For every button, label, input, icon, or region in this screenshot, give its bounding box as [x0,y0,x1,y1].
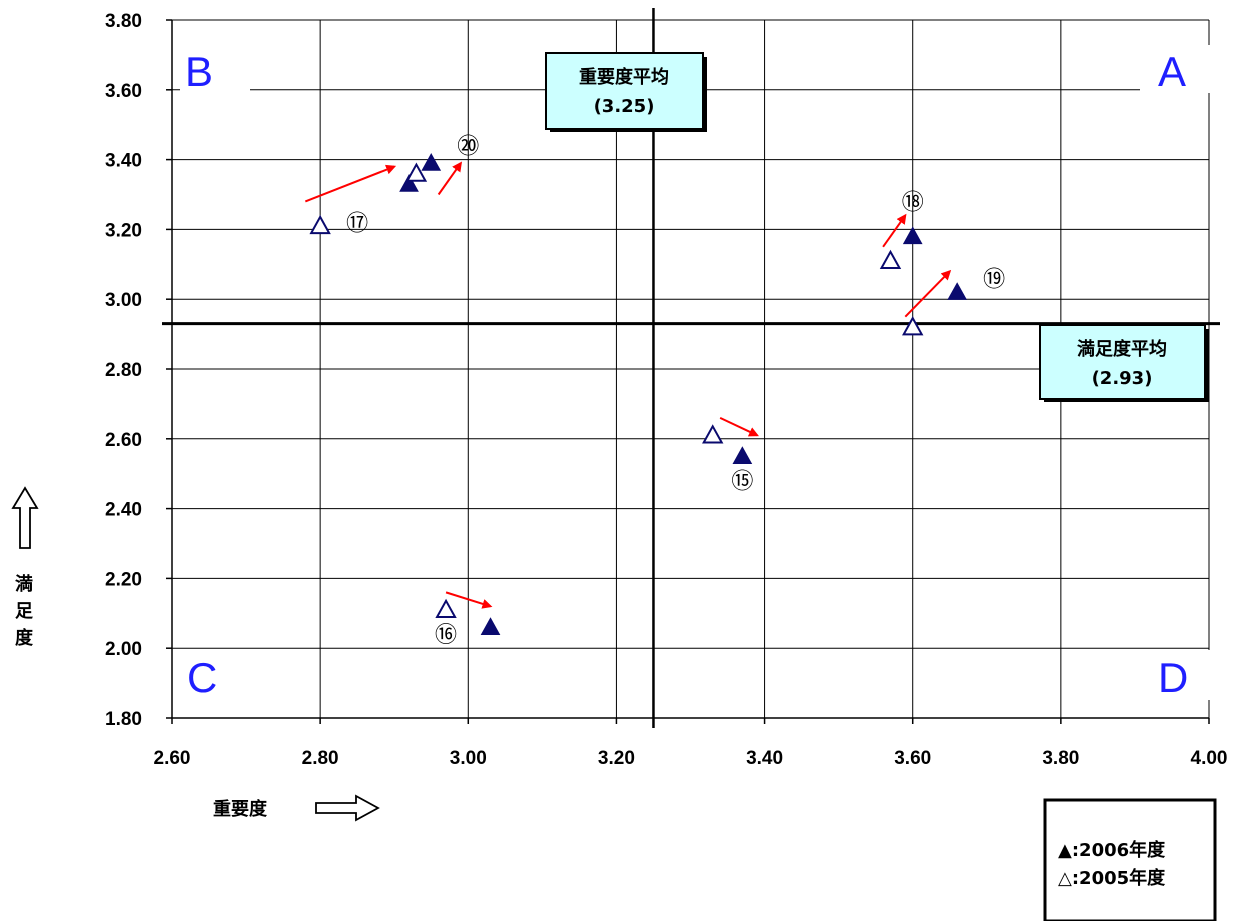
change-arrow [445,591,493,609]
importance-average-label: 重要度平均 [579,66,669,88]
y-axis-label-char-1: 満 [15,573,33,595]
legend-item-2006: ▲:2006年度 [1058,839,1166,861]
y-tick-label: 3.00 [105,290,142,311]
y-tick-label: 3.60 [105,81,142,102]
quadrant-labels: B A C D [180,45,1210,701]
point-id-label: ⑲ [983,267,1005,292]
satisfaction-average-label: 満足度平均 [1077,338,1167,360]
change-arrow [719,416,759,437]
quadrant-label-b: B [185,48,213,95]
x-axis-title: 重要度 [213,794,380,822]
marker-2005 [702,424,724,444]
marker-2006 [902,226,923,245]
marker-2006 [947,282,968,300]
axes [166,19,1210,724]
marker-2005 [902,316,924,336]
change-arrow [437,161,463,196]
x-tick-label: 4.00 [1191,748,1228,769]
x-tick-label: 3.00 [450,748,487,769]
data-markers [309,153,968,635]
marker-2005 [309,214,331,235]
marker-2006 [421,153,442,171]
marker-2005 [435,598,457,619]
tick-labels: 3.80 3.60 3.40 3.20 3.00 2.80 2.60 2.40 2.20 2.00… [105,11,1227,769]
quadrant-label-d: D [1158,654,1188,701]
up-arrow-icon [11,486,39,549]
y-tick-label: 2.00 [105,639,142,660]
importance-average-value: (3.25) [594,96,655,117]
x-tick-label: 3.20 [598,748,635,769]
importance-average-box: 重要度平均 (3.25) [545,52,707,132]
y-tick-label: 2.40 [105,500,142,521]
marker-2005 [405,162,428,182]
y-axis-label-char-2: 足 [15,601,33,622]
quadrant-label-a: A [1158,48,1186,95]
y-tick-label: 2.60 [105,430,142,451]
x-tick-label: 2.80 [302,748,339,769]
point-id-label: ⑮ [731,470,753,495]
point-labels: ⑮ ⑯ ⑰ ⑱ ⑲ ⑳ [346,135,1005,649]
legend-item-2005: △:2005年度 [1058,867,1166,889]
x-axis-label: 重要度 [213,798,268,820]
right-arrow-icon [315,794,380,822]
change-arrow [904,269,952,318]
x-tick-label: 3.60 [894,748,931,769]
y-tick-label: 2.80 [105,360,142,381]
x-tick-label: 3.80 [1042,748,1079,769]
y-tick-label: 3.40 [105,151,142,172]
change-arrows [304,161,952,609]
satisfaction-average-box: 満足度平均 (2.93) [1039,324,1209,402]
change-arrow [304,164,397,203]
point-id-label: ⑳ [457,135,479,160]
quadrant-label-c: C [187,654,217,701]
point-id-label: ⑰ [346,211,368,236]
y-tick-label: 2.20 [105,569,142,590]
marker-2005 [879,249,902,270]
change-arrow [882,213,907,248]
y-axis-label-char-3: 度 [15,627,34,649]
marker-2006 [732,446,753,464]
marker-2006 [480,617,501,635]
satisfaction-average-value: (2.93) [1092,368,1153,389]
legend: ▲:2006年度 △:2005年度 [1043,798,1217,921]
x-tick-label: 3.40 [746,748,783,769]
y-tick-label: 3.80 [105,11,142,32]
marker-2006 [399,174,419,192]
y-tick-label: 3.20 [105,220,142,241]
y-tick-label: 1.80 [105,709,142,730]
y-axis-title: 満 足 度 [11,486,39,649]
x-tick-label: 2.60 [154,748,191,769]
point-id-label: ⑱ [902,190,924,215]
point-id-label: ⑯ [435,623,457,648]
